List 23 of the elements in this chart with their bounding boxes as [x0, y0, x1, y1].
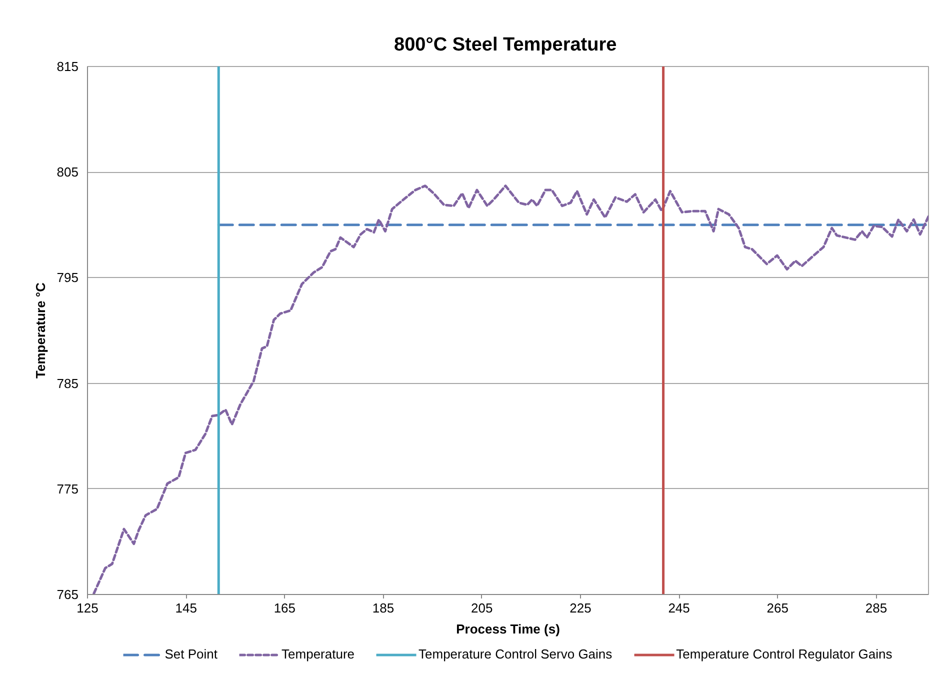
y-tick-label: 795 — [56, 270, 79, 286]
x-tick-label: 225 — [570, 600, 592, 616]
x-tick-label: 245 — [668, 600, 690, 616]
x-axis-title: Process Time (s) — [456, 622, 560, 636]
chart-title: 800°C Steel Temperature — [394, 34, 617, 56]
y-axis-title: Temperature °C — [32, 282, 48, 378]
y-tick-label: 805 — [56, 164, 79, 180]
x-tick-label: 145 — [175, 600, 197, 616]
legend-label: Temperature Control Servo Gains — [418, 646, 612, 662]
y-tick-label: 785 — [56, 376, 79, 391]
y-tick-label: 815 — [56, 59, 79, 74]
x-tick-label: 185 — [372, 600, 394, 616]
legend-label: Set Point — [164, 646, 218, 662]
x-tick-label: 125 — [76, 600, 98, 616]
legend-label: Temperature — [282, 646, 355, 662]
y-tick-label: 775 — [56, 481, 79, 496]
x-tick-label: 265 — [766, 600, 789, 616]
x-tick-label: 285 — [865, 600, 888, 616]
line-series — [92, 184, 928, 594]
x-tick-label: 165 — [274, 600, 296, 616]
legend-label: Temperature Control Regulator Gains — [676, 646, 892, 662]
y-tick-label: 765 — [56, 587, 79, 602]
x-tick-label: 205 — [471, 600, 493, 616]
